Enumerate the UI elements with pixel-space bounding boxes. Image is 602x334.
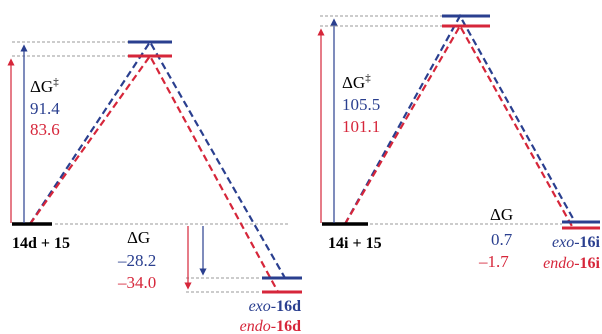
right-barrier-endo-value: 101.1 [342,117,380,136]
left-reaction-label: ΔG [127,228,150,247]
left-exo-path [29,39,286,279]
right-product-endo-label: endo-16i [543,255,600,272]
right-product-exo-label: exo-16i [552,234,601,251]
right-reaction-endo-value: –1.7 [478,252,509,271]
delta-symbol: ΔG [30,77,53,96]
left-reaction-exo-value: –28.2 [117,251,156,270]
right-barrier-label: ΔG‡ [342,72,371,92]
left-barrier-label: ΔG‡ [30,76,59,96]
left-reactant-label: 14d + 15 [12,235,70,252]
left-product-endo-label: endo-16d [240,318,301,334]
right-reactant-label: 14i + 15 [328,235,382,252]
left-product-exo-label: exo-16d [249,298,302,315]
double-dagger: ‡ [365,72,371,84]
right-barrier-exo-value: 105.5 [342,95,380,114]
left-endo-path [29,53,279,293]
right-panel: ΔG‡ 105.5 101.1 ΔG 0.7 –1.7 14i + 15 exo… [317,13,601,272]
left-barrier-endo-value: 83.6 [30,120,60,139]
delta-symbol: ΔG [342,73,365,92]
double-dagger: ‡ [53,76,59,88]
left-barrier-exo-value: 91.4 [30,99,60,118]
left-reaction-endo-value: –34.0 [117,273,156,292]
right-reaction-label: ΔG [490,205,513,224]
left-panel: ΔG‡ 91.4 83.6 ΔG –28.2 –34.0 14d + 15 ex… [7,39,302,334]
right-reaction-exo-value: 0.7 [491,230,513,249]
